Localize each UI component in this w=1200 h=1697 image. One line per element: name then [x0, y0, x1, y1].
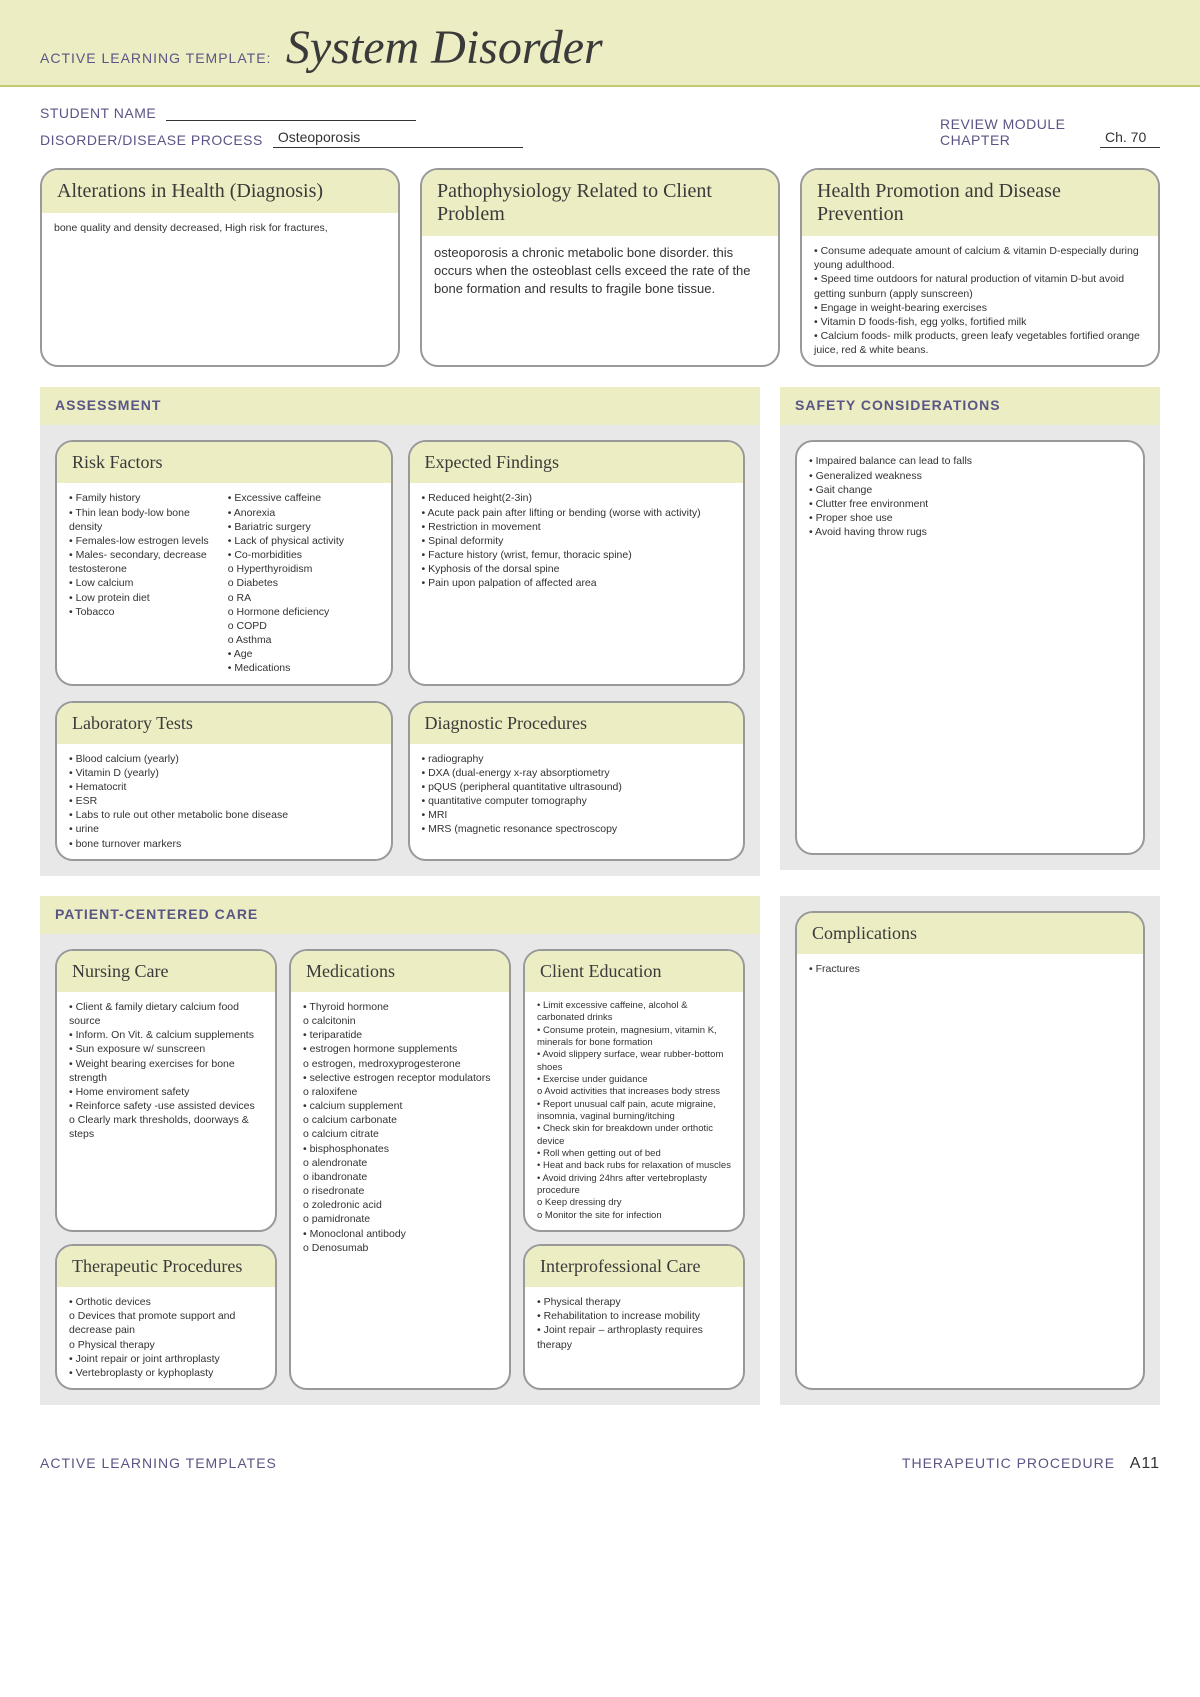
client-education-card: Client Education • Limit excessive caffe…: [523, 949, 745, 1232]
page-header: ACTIVE LEARNING TEMPLATE: System Disorde…: [0, 0, 1200, 87]
risk-factors-title: Risk Factors: [57, 442, 391, 483]
assessment-label: ASSESSMENT: [55, 397, 161, 413]
top-card-row: Alterations in Health (Diagnosis) bone q…: [40, 168, 1160, 367]
patient-care-label: PATIENT-CENTERED CARE: [55, 906, 258, 922]
interprofessional-care-title: Interprofessional Care: [525, 1246, 743, 1287]
nursing-care-card: Nursing Care • Client & family dietary c…: [55, 949, 277, 1232]
health-promo-title: Health Promotion and Disease Prevention: [802, 170, 1158, 236]
client-education-body: • Limit excessive caffeine, alcohol & ca…: [525, 992, 743, 1230]
alterations-card: Alterations in Health (Diagnosis) bone q…: [40, 168, 400, 367]
alterations-body: bone quality and density decreased, High…: [42, 213, 398, 243]
page-footer: ACTIVE LEARNING TEMPLATES THERAPEUTIC PR…: [0, 1425, 1200, 1493]
lab-tests-card: Laboratory Tests • Blood calcium (yearly…: [55, 701, 393, 861]
footer-right-label: THERAPEUTIC PROCEDURE: [902, 1455, 1115, 1471]
meta-row: STUDENT NAME DISORDER/DISEASE PROCESS Os…: [0, 87, 1200, 158]
student-name-label: STUDENT NAME: [40, 105, 156, 121]
lab-tests-body: • Blood calcium (yearly) • Vitamin D (ye…: [57, 744, 391, 859]
interprofessional-care-body: • Physical therapy • Rehabilitation to i…: [525, 1287, 743, 1360]
safety-label: SAFETY CONSIDERATIONS: [795, 397, 1001, 413]
lab-tests-title: Laboratory Tests: [57, 703, 391, 744]
risk-factors-col1: • Family history • Thin lean body-low bo…: [69, 491, 220, 675]
diagnostic-body: • radiography • DXA (dual-energy x-ray a…: [410, 744, 744, 845]
expected-findings-title: Expected Findings: [410, 442, 744, 483]
disorder-value[interactable]: Osteoporosis: [273, 129, 523, 148]
template-label: ACTIVE LEARNING TEMPLATE:: [40, 50, 271, 66]
assessment-section: ASSESSMENT Risk Factors • Family history…: [40, 387, 1160, 875]
alterations-title: Alterations in Health (Diagnosis): [42, 170, 398, 213]
footer-left: ACTIVE LEARNING TEMPLATES: [40, 1455, 277, 1473]
disorder-label: DISORDER/DISEASE PROCESS: [40, 132, 263, 148]
page-number: A11: [1130, 1455, 1160, 1472]
medications-body: • Thyroid hormone o calcitonin • teripar…: [291, 992, 509, 1263]
expected-findings-card: Expected Findings • Reduced height(2-3in…: [408, 440, 746, 685]
pathophysiology-card: Pathophysiology Related to Client Proble…: [420, 168, 780, 367]
review-value[interactable]: Ch. 70: [1100, 129, 1160, 148]
pathophysiology-body: osteoporosis a chronic metabolic bone di…: [422, 236, 778, 307]
diagnostic-title: Diagnostic Procedures: [410, 703, 744, 744]
therapeutic-procedures-title: Therapeutic Procedures: [57, 1246, 275, 1287]
review-label: REVIEW MODULE CHAPTER: [940, 116, 1090, 148]
complications-card: Complications • Fractures: [795, 911, 1145, 1390]
complications-body: • Fractures: [797, 954, 1143, 984]
safety-body: • Impaired balance can lead to falls • G…: [797, 442, 1143, 547]
safety-card: • Impaired balance can lead to falls • G…: [795, 440, 1145, 854]
diagnostic-card: Diagnostic Procedures • radiography • DX…: [408, 701, 746, 861]
risk-factors-col2: • Excessive caffeine • Anorexia • Bariat…: [228, 491, 379, 675]
complications-title: Complications: [797, 913, 1143, 954]
interprofessional-care-card: Interprofessional Care • Physical therap…: [523, 1244, 745, 1390]
therapeutic-procedures-body: • Orthotic devices o Devices that promot…: [57, 1287, 275, 1388]
therapeutic-procedures-card: Therapeutic Procedures • Orthotic device…: [55, 1244, 277, 1390]
risk-factors-card: Risk Factors • Family history • Thin lea…: [55, 440, 393, 685]
medications-title: Medications: [291, 951, 509, 992]
patient-care-section: PATIENT-CENTERED CARE Nursing Care • Cli…: [40, 896, 1160, 1405]
pathophysiology-title: Pathophysiology Related to Client Proble…: [422, 170, 778, 236]
nursing-care-body: • Client & family dietary calcium food s…: [57, 992, 275, 1150]
client-education-title: Client Education: [525, 951, 743, 992]
health-promo-card: Health Promotion and Disease Prevention …: [800, 168, 1160, 367]
main-title: System Disorder: [286, 21, 603, 74]
student-name-value[interactable]: [166, 102, 416, 121]
expected-findings-body: • Reduced height(2-3in) • Acute pack pai…: [410, 483, 744, 598]
medications-card: Medications • Thyroid hormone o calciton…: [289, 949, 511, 1390]
nursing-care-title: Nursing Care: [57, 951, 275, 992]
health-promo-body: • Consume adequate amount of calcium & v…: [802, 236, 1158, 365]
